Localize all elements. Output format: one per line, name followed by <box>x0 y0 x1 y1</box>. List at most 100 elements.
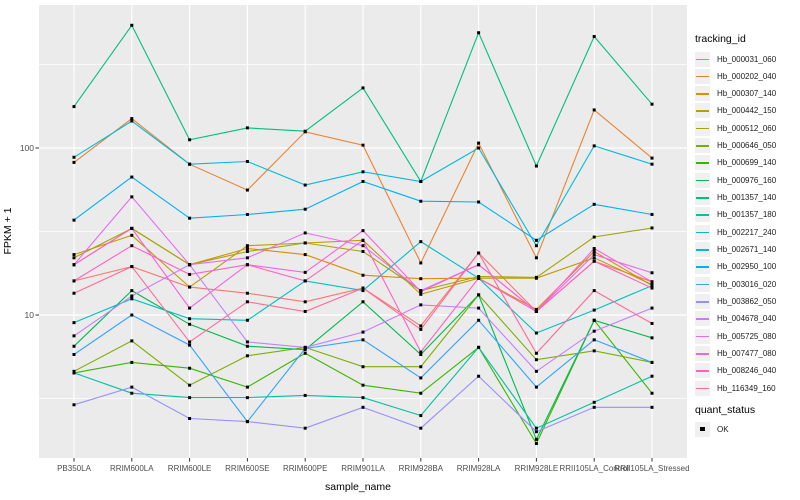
data-point <box>130 360 134 364</box>
data-point <box>188 216 192 220</box>
data-point <box>477 251 481 255</box>
legend-item: Hb_000202_040 <box>695 68 776 84</box>
data-point <box>592 250 596 254</box>
data-point <box>592 405 596 409</box>
data-point <box>72 279 76 283</box>
x-tick-label: PB350LA <box>57 464 91 473</box>
data-point <box>361 250 365 254</box>
legend-item: Hb_000031_060 <box>695 51 776 67</box>
data-point <box>534 442 538 446</box>
legend-key-icon <box>695 345 710 361</box>
x-tick-label: RRIM928LA <box>456 464 501 473</box>
data-point <box>419 303 423 307</box>
legend-item-label: Hb_005725_080 <box>717 331 777 341</box>
data-point <box>477 275 481 279</box>
data-point <box>361 273 365 277</box>
data-point <box>477 293 481 297</box>
legend-key-icon <box>695 190 710 206</box>
y-axis-title: FPKM + 1 <box>2 207 14 255</box>
legend-key-icon <box>695 68 710 84</box>
data-point <box>188 306 192 310</box>
data-point <box>592 35 596 39</box>
x-tick-label: RRIM928BA <box>398 464 444 473</box>
data-point <box>130 233 134 237</box>
x-tick-label: RRIM600LE <box>167 464 212 473</box>
line-swatch-icon <box>696 249 709 251</box>
data-point <box>303 426 307 430</box>
data-point <box>303 241 307 245</box>
line-swatch-icon <box>696 318 709 320</box>
legend-item-label: Hb_001357_140 <box>717 193 777 203</box>
data-point <box>188 396 192 400</box>
data-point <box>245 291 249 295</box>
data-point <box>245 340 249 344</box>
data-point <box>245 396 249 400</box>
data-point <box>361 365 365 369</box>
legend-item: Hb_005725_080 <box>695 328 776 344</box>
data-point <box>477 318 481 322</box>
legend-item: Hb_000976_160 <box>695 172 776 188</box>
legend-key-icon <box>695 259 710 275</box>
data-point <box>188 162 192 166</box>
data-point <box>477 141 481 145</box>
data-point <box>419 324 423 328</box>
data-point <box>245 354 249 358</box>
data-point <box>188 317 192 321</box>
data-point <box>303 270 307 274</box>
data-point <box>130 339 134 343</box>
data-point <box>592 202 596 206</box>
data-point <box>592 349 596 353</box>
x-tick-label: RRIM600LA <box>110 464 154 473</box>
data-point <box>419 327 423 331</box>
legend-item: Hb_002217_240 <box>695 224 776 240</box>
data-point <box>534 426 538 430</box>
legend-item-label: Hb_008246_040 <box>717 366 777 376</box>
data-point <box>72 321 76 325</box>
data-point <box>245 256 249 260</box>
data-point <box>303 207 307 211</box>
data-point <box>245 188 249 192</box>
data-point <box>361 300 365 304</box>
legend-title-quant-status: quant_status <box>695 404 756 416</box>
legend-item: Hb_000512_060 <box>695 120 776 136</box>
legend-key-icon <box>695 207 710 223</box>
x-tick-label: RRIM901LA <box>341 464 385 473</box>
data-point <box>245 126 249 130</box>
line-swatch-icon <box>696 300 709 303</box>
data-point <box>361 238 365 242</box>
data-point <box>303 309 307 313</box>
data-point <box>130 117 134 121</box>
line-swatch-icon <box>696 179 709 182</box>
legend-item: Hb_002950_100 <box>695 259 776 275</box>
data-point <box>534 331 538 335</box>
data-point <box>188 343 192 347</box>
data-point <box>477 146 481 150</box>
data-point <box>534 369 538 373</box>
line-swatch-icon <box>696 110 709 113</box>
legend-item: Hb_000699_140 <box>695 155 776 171</box>
data-point <box>419 414 423 418</box>
legend-key-icon <box>695 242 710 258</box>
line-swatch-icon <box>696 93 709 95</box>
line-swatch-icon <box>696 231 709 234</box>
legend-item-label: Hb_002950_100 <box>717 262 777 272</box>
data-point <box>419 292 423 296</box>
data-point <box>130 297 134 301</box>
line-swatch-icon <box>696 75 709 78</box>
data-point <box>188 417 192 421</box>
data-point <box>592 235 596 239</box>
data-point <box>592 318 596 322</box>
line-swatch-icon <box>696 127 709 130</box>
data-point <box>534 244 538 248</box>
data-point <box>303 183 307 187</box>
data-point <box>477 200 481 204</box>
line-swatch-icon <box>696 197 709 199</box>
legend-item-label: Hb_000307_140 <box>717 89 777 99</box>
data-point <box>650 162 654 166</box>
data-point <box>592 259 596 263</box>
data-point <box>72 403 76 407</box>
legend-key-icon <box>695 293 710 309</box>
legend-key-icon <box>695 138 710 154</box>
